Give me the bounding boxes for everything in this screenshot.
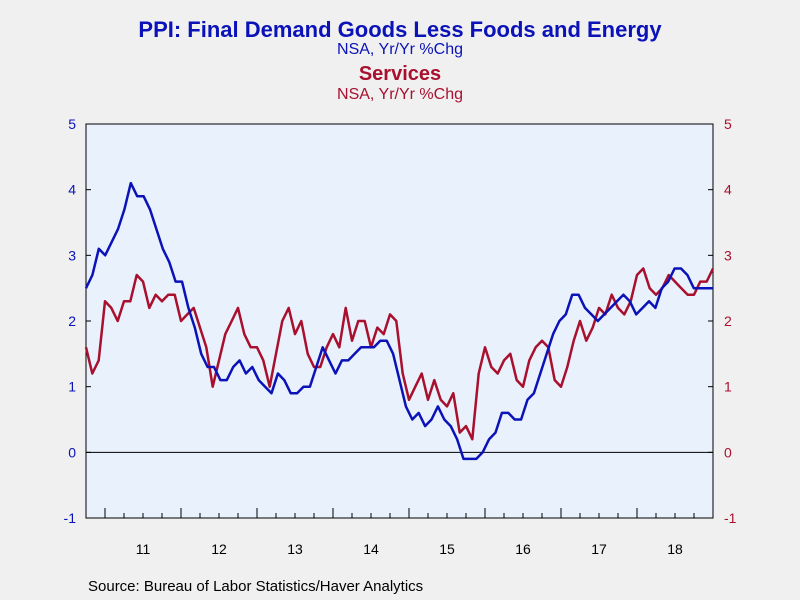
x-tick-label: 12: [211, 541, 227, 557]
chart-subtitle: NSA, Yr/Yr %Chg: [337, 41, 463, 58]
x-tick-label: 17: [591, 541, 607, 557]
goods-series-line: [84, 181, 713, 461]
y-left-tick-label: 2: [68, 313, 76, 329]
y-left-tick-label: -1: [64, 510, 77, 526]
chart-title: PPI: Final Demand Goods Less Foods and E…: [138, 17, 662, 42]
chart-title-services: Services: [358, 63, 442, 85]
y-left-tick-label: 4: [68, 182, 76, 198]
y-right-tick-label: 3: [724, 247, 732, 263]
x-tick-label: 16: [515, 541, 531, 557]
y-left-tick-label: 0: [68, 444, 76, 460]
y-left-tick-label: 5: [68, 116, 76, 132]
y-right-tick-label: 1: [724, 379, 732, 395]
y-right-tick-label: 4: [724, 182, 732, 198]
source-note: Source: Bureau of Labor Statistics/Haver…: [88, 578, 424, 595]
x-tick-label: 18: [667, 541, 683, 557]
y-left-tick-label: 1: [68, 379, 76, 395]
x-tick-label: 11: [136, 541, 151, 557]
y-right-tick-label: 5: [724, 116, 732, 132]
chart-subtitle-services: NSA, Yr/Yr %Chg: [337, 86, 463, 103]
y-left-tick-label: 3: [68, 247, 76, 263]
y-right-tick-label: -1: [724, 510, 737, 526]
y-right-tick-label: 2: [724, 313, 732, 329]
x-tick-label: 13: [287, 541, 303, 557]
x-tick-label: 14: [363, 541, 379, 557]
x-tick-label: 15: [439, 541, 455, 557]
y-right-tick-label: 0: [724, 444, 732, 460]
